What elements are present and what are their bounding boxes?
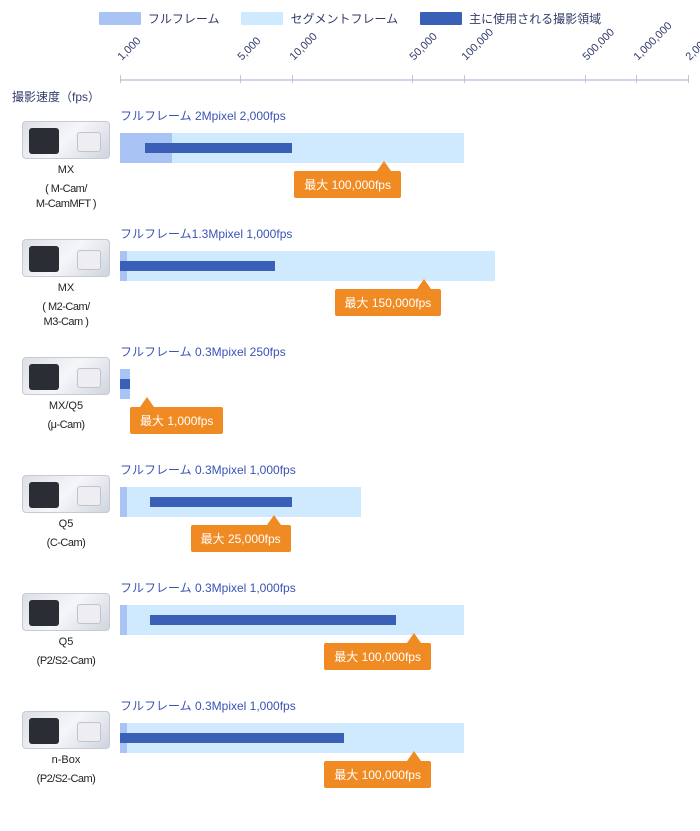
camera-name: MX xyxy=(58,163,75,178)
legend-item-dark: 主に使用される撮影領域 xyxy=(420,10,601,27)
legend-item-full: フルフレーム xyxy=(99,10,220,27)
axis-tick-mark xyxy=(412,75,413,83)
axis-tick-mark xyxy=(688,75,689,83)
camera-subname: ( M-Cam/ M-CamMFT ) xyxy=(36,182,96,212)
rows: MX ( M-Cam/ M-CamMFT ) フルフレーム 2Mpixel 2,00… xyxy=(12,103,688,811)
full-frame-label: フルフレーム 0.3Mpixel 1,000fps xyxy=(120,461,296,478)
full-frame-label: フルフレーム1.3Mpixel 1,000fps xyxy=(120,225,292,242)
axis-tick-label: 1,000 xyxy=(116,35,144,63)
legend-label-dark: 主に使用される撮影領域 xyxy=(469,10,601,27)
legend-item-seg: セグメントフレーム xyxy=(241,10,398,27)
axis-tick-mark xyxy=(292,75,293,83)
camera-name: MX xyxy=(58,281,75,296)
camera-thumbnail xyxy=(22,121,110,159)
axis-tick-label: 10,000 xyxy=(288,31,320,63)
camera-name: Q5 xyxy=(59,635,74,650)
full-frame-bar xyxy=(120,605,127,635)
camera-thumbnail xyxy=(22,593,110,631)
full-frame-label: フルフレーム 0.3Mpixel 1,000fps xyxy=(120,697,296,714)
max-fps-callout: 最大 100,000fps xyxy=(324,643,431,670)
camera-thumbnail xyxy=(22,357,110,395)
camera-name: n-Box xyxy=(52,753,81,768)
max-fps-callout: 最大 150,000fps xyxy=(335,289,442,316)
plot-area: フルフレーム 0.3Mpixel 1,000fps 最大 25,000fps xyxy=(120,457,688,575)
camera-label-col: MX ( M-Cam/ M-CamMFT ) xyxy=(12,103,120,212)
chart-container: フルフレーム セグメントフレーム 主に使用される撮影領域 1,0005,0001… xyxy=(0,0,700,831)
camera-subname: (P2/S2-Cam) xyxy=(37,772,96,787)
x-axis: 1,0005,00010,00050,000100,000500,0001,00… xyxy=(120,45,688,85)
camera-label-col: MX ( M2-Cam/ M3-Cam ) xyxy=(12,221,120,330)
axis-line xyxy=(120,79,688,81)
axis-tick-mark xyxy=(636,75,637,83)
legend-label-seg: セグメントフレーム xyxy=(290,10,398,27)
camera-subname: (μ-Cam) xyxy=(47,418,84,433)
axis-tick-label: 500,000 xyxy=(580,26,617,63)
camera-thumbnail xyxy=(22,711,110,749)
axis-tick-mark xyxy=(585,75,586,83)
camera-label-col: Q5 (C-Cam) xyxy=(12,457,120,551)
plot-area: フルフレーム1.3Mpixel 1,000fps 最大 150,000fps xyxy=(120,221,688,339)
plot-area: フルフレーム 0.3Mpixel 1,000fps 最大 100,000fps xyxy=(120,575,688,693)
max-fps-callout: 最大 1,000fps xyxy=(130,407,223,434)
plot-area: フルフレーム 0.3Mpixel 250fps 最大 1,000fps xyxy=(120,339,688,457)
max-fps-callout: 最大 25,000fps xyxy=(191,525,291,552)
axis-tick-mark xyxy=(464,75,465,83)
camera-row: MX/Q5 (μ-Cam) フルフレーム 0.3Mpixel 250fps 最大 1,… xyxy=(12,339,688,457)
axis-tick-label: 100,000 xyxy=(460,26,497,63)
camera-thumbnail xyxy=(22,239,110,277)
camera-label-col: n-Box (P2/S2-Cam) xyxy=(12,693,120,787)
camera-row: MX ( M-Cam/ M-CamMFT ) フルフレーム 2Mpixel 2,00… xyxy=(12,103,688,221)
full-frame-label: フルフレーム 0.3Mpixel 250fps xyxy=(120,343,286,360)
primary-range-bar xyxy=(150,615,395,625)
camera-thumbnail xyxy=(22,475,110,513)
primary-range-bar xyxy=(120,733,344,743)
max-fps-callout: 最大 100,000fps xyxy=(324,761,431,788)
camera-subname: (P2/S2-Cam) xyxy=(37,654,96,669)
full-frame-bar xyxy=(120,487,127,517)
full-frame-label: フルフレーム 0.3Mpixel 1,000fps xyxy=(120,579,296,596)
camera-label-col: MX/Q5 (μ-Cam) xyxy=(12,339,120,433)
legend-swatch-seg xyxy=(241,12,283,25)
camera-name: Q5 xyxy=(59,517,74,532)
camera-row: Q5 (P2/S2-Cam) フルフレーム 0.3Mpixel 1,000fps 最大… xyxy=(12,575,688,693)
camera-row: Q5 (C-Cam) フルフレーム 0.3Mpixel 1,000fps 最大 25,… xyxy=(12,457,688,575)
axis-tick-mark xyxy=(240,75,241,83)
axis-tick-label: 5,000 xyxy=(236,35,264,63)
camera-row: n-Box (P2/S2-Cam) フルフレーム 0.3Mpixel 1,000fp… xyxy=(12,693,688,811)
primary-range-bar xyxy=(120,261,275,271)
plot-area: フルフレーム 0.3Mpixel 1,000fps 最大 100,000fps xyxy=(120,693,688,811)
legend: フルフレーム セグメントフレーム 主に使用される撮影領域 xyxy=(12,10,688,27)
camera-subname: ( M2-Cam/ M3-Cam ) xyxy=(42,300,89,330)
axis-tick-label: 50,000 xyxy=(408,31,440,63)
legend-label-full: フルフレーム xyxy=(148,10,220,27)
legend-swatch-dark xyxy=(420,12,462,25)
camera-row: MX ( M2-Cam/ M3-Cam ) フルフレーム1.3Mpixel 1,00… xyxy=(12,221,688,339)
max-fps-callout: 最大 100,000fps xyxy=(294,171,401,198)
primary-range-bar xyxy=(150,497,292,507)
plot-area: フルフレーム 2Mpixel 2,000fps 最大 100,000fps xyxy=(120,103,688,221)
primary-range-bar xyxy=(120,379,130,389)
camera-name: MX/Q5 xyxy=(49,399,83,414)
full-frame-label: フルフレーム 2Mpixel 2,000fps xyxy=(120,107,286,124)
legend-swatch-full xyxy=(99,12,141,25)
primary-range-bar xyxy=(145,143,292,153)
camera-subname: (C-Cam) xyxy=(47,536,86,551)
camera-label-col: Q5 (P2/S2-Cam) xyxy=(12,575,120,669)
axis-tick-mark xyxy=(120,75,121,83)
